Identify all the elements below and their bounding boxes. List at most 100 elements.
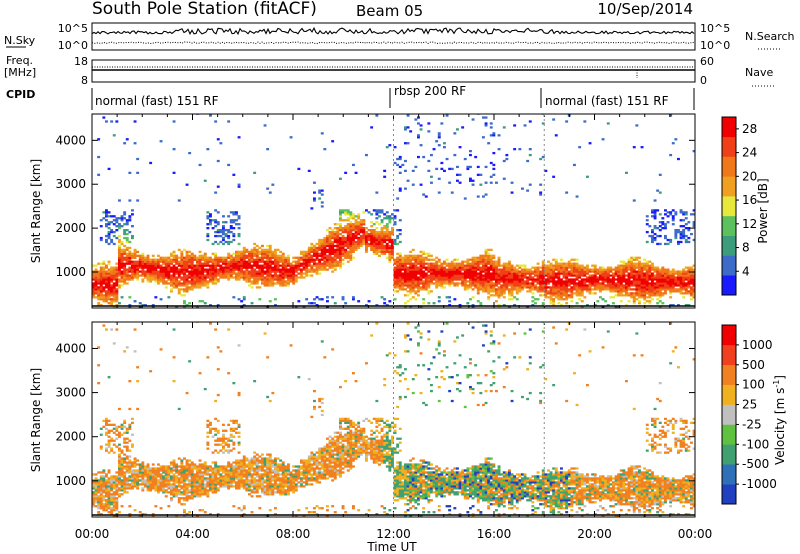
power-cell — [523, 276, 527, 279]
power-cell — [128, 266, 132, 269]
velocity-cell — [138, 479, 142, 482]
power-cell — [339, 256, 342, 259]
power-cell — [313, 254, 316, 257]
power-cell — [692, 290, 695, 293]
power-cell — [502, 276, 506, 279]
power-cell — [310, 250, 314, 253]
power-cell — [656, 272, 660, 275]
power-cell — [268, 272, 272, 275]
power-cell — [591, 278, 595, 281]
power-cell — [627, 264, 631, 267]
power-cell — [248, 258, 251, 261]
power-cell — [450, 272, 454, 275]
power-cell — [94, 280, 98, 283]
power-cell — [209, 264, 212, 267]
power-cell — [245, 256, 249, 259]
power-cell — [341, 238, 345, 242]
power-cell — [279, 282, 283, 285]
power-cell — [495, 274, 498, 277]
power-cell — [138, 270, 142, 273]
power-cell — [552, 264, 556, 267]
power-cell — [237, 250, 241, 253]
power-cell — [333, 260, 337, 263]
velocity-cell — [92, 491, 95, 494]
power-cell — [211, 262, 215, 265]
power-cell — [476, 274, 480, 277]
power-cell — [656, 298, 660, 301]
power-cell — [263, 262, 267, 265]
power-cell — [336, 238, 340, 242]
power-cell — [664, 280, 667, 283]
power-cell — [562, 294, 566, 297]
power-cell — [479, 286, 483, 289]
velocity-cell — [112, 497, 116, 500]
power-cell — [487, 276, 491, 279]
power-cell — [437, 136, 441, 139]
power-cell — [508, 266, 511, 269]
power-cell — [445, 262, 449, 265]
power-cell — [141, 262, 145, 265]
power-cell — [211, 274, 215, 277]
power-cell — [274, 276, 277, 279]
power-cell — [214, 254, 218, 257]
power-cell — [123, 264, 127, 267]
power-cell — [453, 266, 457, 269]
velocity-cell — [99, 493, 103, 496]
velocity-cell — [131, 483, 134, 486]
power-cell — [448, 270, 452, 273]
power-cell — [385, 215, 389, 218]
velocity-cell — [138, 469, 142, 472]
power-cell — [544, 270, 548, 273]
power-cell — [292, 268, 296, 271]
power-cell — [136, 262, 140, 265]
power-cell — [630, 268, 634, 271]
power-cell — [463, 274, 467, 277]
power-cell — [617, 266, 621, 269]
velocity-cell — [141, 513, 145, 516]
power-cell — [648, 278, 652, 281]
power-cell — [554, 262, 558, 265]
power-cell — [305, 270, 309, 273]
velocity-cell — [94, 483, 98, 486]
power-cell — [214, 280, 218, 283]
power-cell — [656, 234, 660, 238]
power-cell — [313, 244, 316, 248]
power-cell — [253, 268, 257, 271]
power-cell — [112, 292, 116, 295]
power-cell — [315, 242, 319, 246]
power-cell — [601, 266, 605, 269]
power-cell — [180, 264, 184, 267]
power-cell — [656, 266, 660, 269]
power-cell — [544, 284, 548, 287]
power-cell — [677, 276, 680, 279]
power-cell — [245, 276, 249, 279]
power-cell — [448, 276, 452, 279]
power-cell — [674, 230, 678, 234]
power-cell — [497, 262, 501, 265]
power-cell — [417, 268, 420, 271]
velocity-cell — [110, 439, 114, 442]
velocity-cell — [136, 366, 140, 369]
power-cell — [466, 260, 470, 263]
power-cell — [612, 282, 615, 285]
power-cell — [362, 219, 366, 222]
power-cell — [261, 256, 264, 259]
power-cell — [133, 264, 137, 267]
power-cell — [622, 294, 626, 297]
velocity-cell — [177, 471, 181, 474]
power-cell — [326, 234, 329, 238]
velocity-cell — [144, 471, 147, 474]
power-cell — [167, 262, 171, 265]
power-cell — [606, 304, 610, 307]
power-cell — [159, 278, 163, 281]
power-cell — [666, 270, 670, 273]
power-cell — [536, 266, 540, 269]
power-cell — [435, 264, 439, 267]
power-cell — [427, 290, 431, 293]
velocity-cell — [99, 491, 103, 494]
power-cell — [682, 234, 686, 238]
power-cell — [565, 270, 569, 273]
power-cell — [305, 266, 309, 269]
power-cell — [320, 244, 324, 248]
power-cell — [669, 284, 673, 287]
